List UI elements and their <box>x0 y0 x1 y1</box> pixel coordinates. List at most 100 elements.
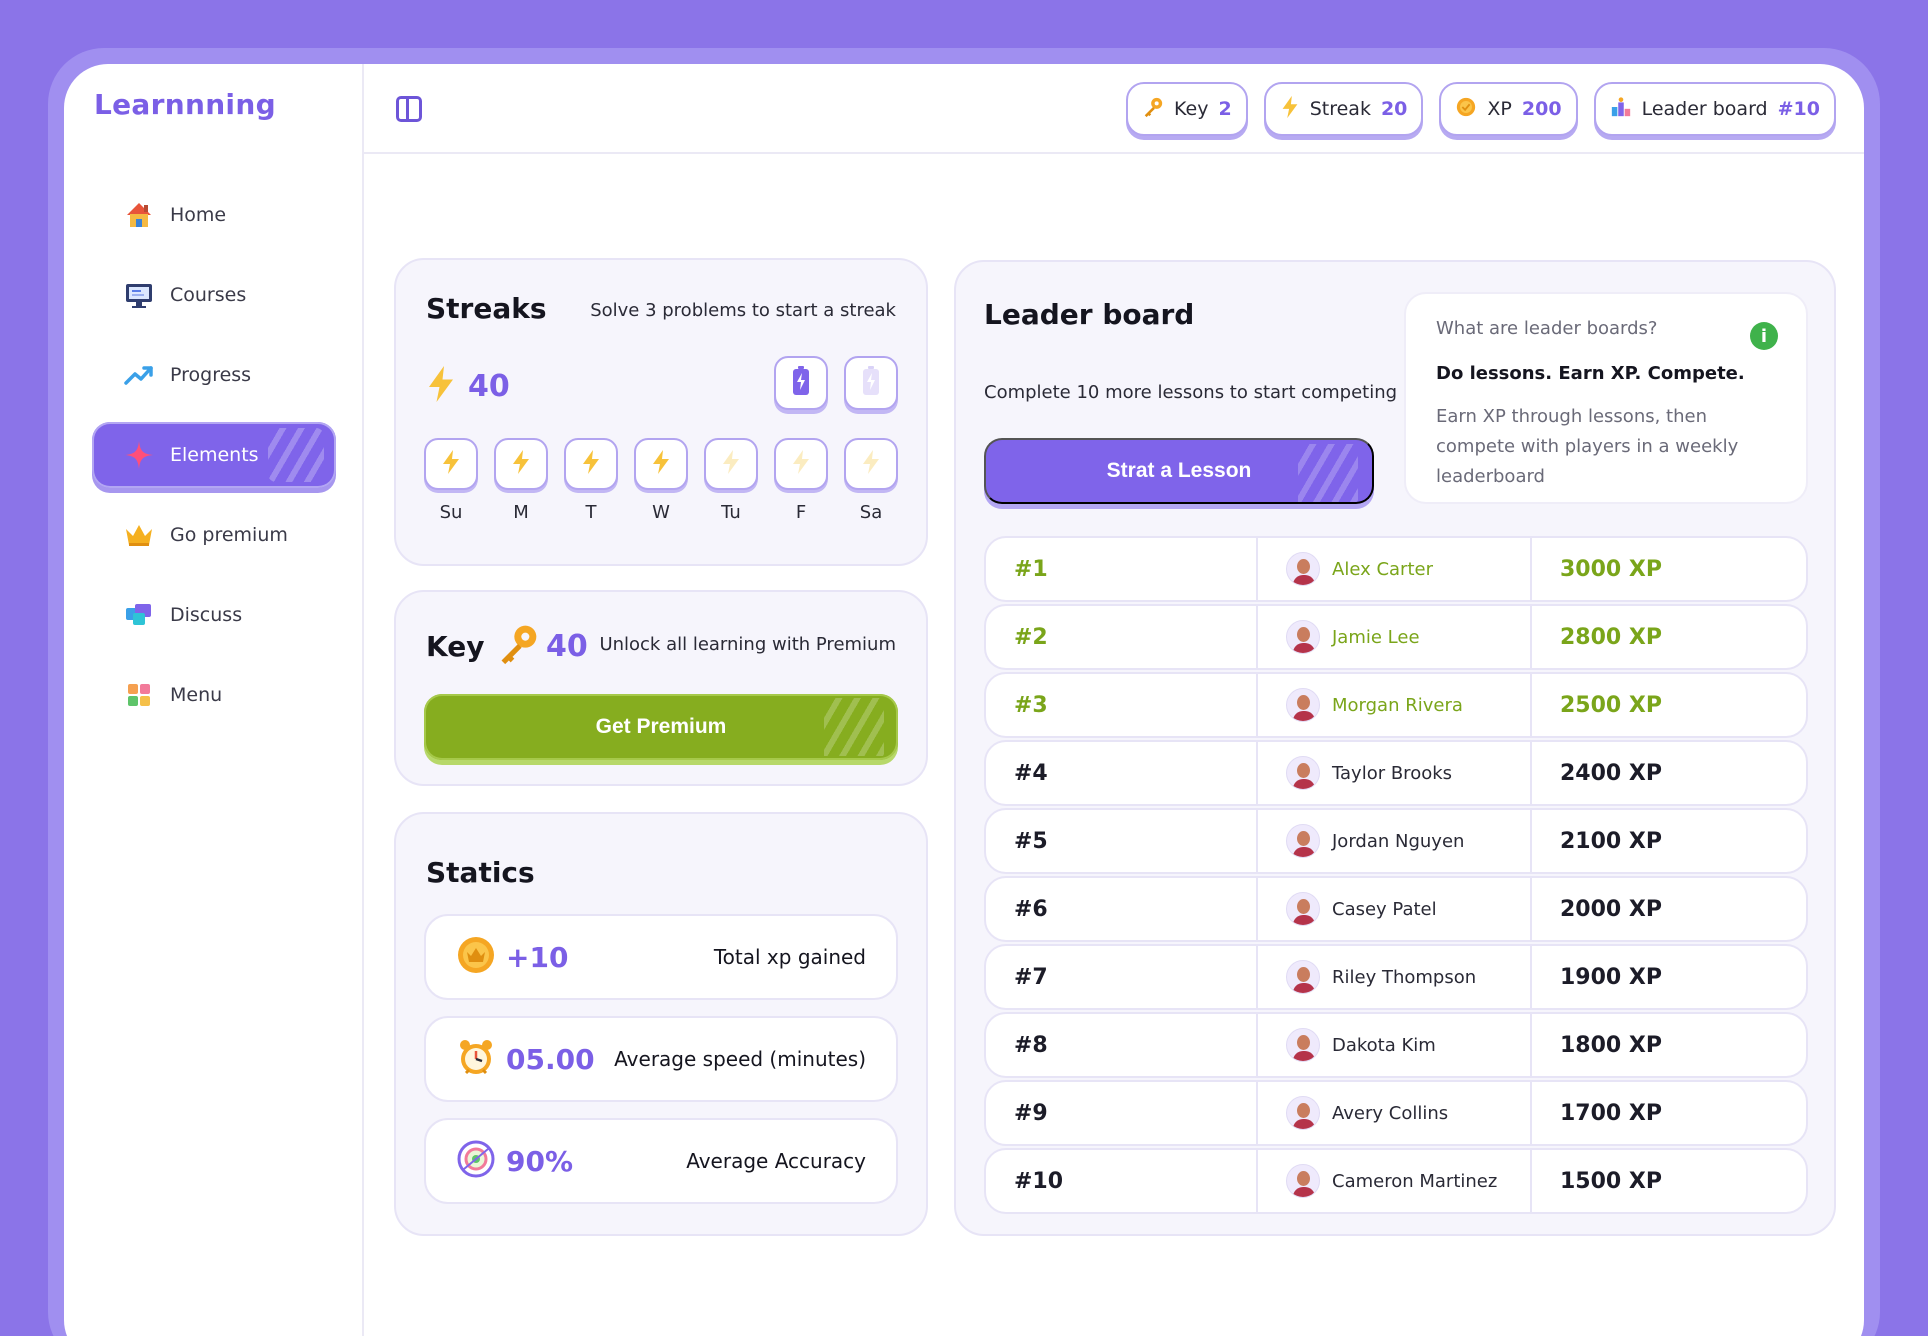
streaks-hint: Solve 3 problems to start a streak <box>590 300 896 321</box>
key-chip[interactable]: Key 2 <box>1126 82 1248 136</box>
xp-cell: 1500 XP <box>1560 1168 1662 1194</box>
xp-cell: 2400 XP <box>1560 760 1662 786</box>
table-row[interactable]: #2 Jamie Lee 2800 XP <box>984 604 1808 670</box>
battery-charged-button[interactable] <box>774 356 828 410</box>
lightning-faded-icon <box>721 448 741 480</box>
table-row[interactable]: #6 Casey Patel 2000 XP <box>984 876 1808 942</box>
rank-cell: #3 <box>986 674 1258 736</box>
sidebar-item-menu[interactable]: Menu <box>92 662 336 728</box>
sidebar-item-label: Home <box>170 204 227 226</box>
chip-value: #10 <box>1777 98 1820 120</box>
streak-day-box <box>634 438 688 490</box>
streak-day-tu[interactable]: Tu <box>704 438 758 523</box>
sidebar-item-label: Menu <box>170 684 223 706</box>
info-headline: Do lessons. Earn XP. Compete. <box>1436 363 1745 384</box>
sidebar: Learnnning Home Courses Progress <box>64 64 364 1336</box>
info-body: Earn XP through lessons, then compete wi… <box>1436 406 1739 487</box>
sidebar-item-courses[interactable]: Courses <box>92 262 336 328</box>
streak-day-f[interactable]: F <box>774 438 828 523</box>
avatar <box>1286 756 1320 790</box>
avatar <box>1286 688 1320 722</box>
key-card: Key 40 Unlock all learning with Premium … <box>394 590 928 786</box>
key-icon <box>496 622 540 670</box>
streak-day-w[interactable]: W <box>634 438 688 523</box>
leaderboard-card: Leader board Complete 10 more lessons to… <box>954 260 1836 1236</box>
monitor-icon <box>122 278 156 312</box>
sidebar-item-go-premium[interactable]: Go premium <box>92 502 336 568</box>
grid-icon <box>122 678 156 712</box>
stat-value: +10 <box>506 940 569 974</box>
key-title: Key <box>426 630 485 663</box>
player-name: Jordan Nguyen <box>1332 830 1465 852</box>
streak-day-t[interactable]: T <box>564 438 618 523</box>
sidebar-toggle-icon[interactable] <box>396 96 422 122</box>
player-name: Taylor Brooks <box>1332 762 1453 784</box>
sidebar-item-progress[interactable]: Progress <box>92 342 336 408</box>
crown-icon <box>122 518 156 552</box>
streak-count-value: 40 <box>468 368 510 404</box>
day-label: T <box>585 502 597 523</box>
info-icon[interactable]: i <box>1750 322 1778 350</box>
stat-label: Average speed (minutes) <box>614 1047 866 1071</box>
lightning-icon <box>426 364 456 408</box>
table-row[interactable]: #9 Avery Collins 1700 XP <box>984 1080 1808 1146</box>
table-row[interactable]: #4 Taylor Brooks 2400 XP <box>984 740 1808 806</box>
sidebar-item-discuss[interactable]: Discuss <box>92 582 336 648</box>
xp-cell: 2000 XP <box>1560 896 1662 922</box>
streak-day-box <box>774 438 828 490</box>
stat-row-average-accuracy: 90% Average Accuracy <box>424 1118 898 1204</box>
xp-cell: 1900 XP <box>1560 964 1662 990</box>
table-row[interactable]: #7 Riley Thompson 1900 XP <box>984 944 1808 1010</box>
sidebar-item-label: Go premium <box>170 524 288 546</box>
streak-day-sa[interactable]: Sa <box>844 438 898 523</box>
player-name: Dakota Kim <box>1332 1034 1436 1056</box>
streaks-card: Streaks Solve 3 problems to start a stre… <box>394 258 928 566</box>
brand-logo[interactable]: Learnnning <box>94 88 276 121</box>
coin-icon <box>1455 96 1477 123</box>
start-lesson-button[interactable]: Strat a Lesson <box>984 438 1374 504</box>
chip-value: 20 <box>1380 98 1408 120</box>
xp-cell: 1700 XP <box>1560 1100 1662 1126</box>
chip-value: 200 <box>1521 98 1562 120</box>
rank-cell: #8 <box>986 1014 1258 1076</box>
xp-chip[interactable]: XP 200 <box>1439 82 1578 136</box>
streak-chip[interactable]: Streak 20 <box>1263 82 1424 136</box>
streak-day-su[interactable]: Su <box>424 438 478 523</box>
sidebar-item-elements[interactable]: Elements <box>92 422 336 488</box>
table-row[interactable]: #10 Cameron Martinez 1500 XP <box>984 1148 1808 1214</box>
day-label: M <box>513 502 529 523</box>
battery-empty-button[interactable] <box>844 356 898 410</box>
stat-label: Average Accuracy <box>686 1149 866 1173</box>
key-hint: Unlock all learning with Premium <box>599 634 896 655</box>
xp-cell: 2500 XP <box>1560 692 1662 718</box>
player-cell: Cameron Martinez <box>1258 1150 1532 1212</box>
table-row[interactable]: #3 Morgan Rivera 2500 XP <box>984 672 1808 738</box>
get-premium-button[interactable]: Get Premium <box>424 694 898 760</box>
lightning-faded-icon <box>861 448 881 480</box>
top-bar: Key 2 Streak 20 XP 200 <box>364 64 1864 154</box>
battery-charged-icon <box>792 366 810 400</box>
leaderboard-subtitle: Complete 10 more lessons to start compet… <box>984 382 1398 403</box>
lightning-icon <box>581 448 601 480</box>
table-row[interactable]: #8 Dakota Kim 1800 XP <box>984 1012 1808 1078</box>
sparkle-icon <box>122 438 156 472</box>
leaderboard-chip[interactable]: Leader board #10 <box>1593 82 1836 136</box>
streaks-title: Streaks <box>426 292 547 325</box>
key-count-value: 40 <box>546 628 588 664</box>
chip-label: Leader board <box>1641 98 1768 120</box>
info-question: What are leader boards? <box>1436 318 1658 339</box>
rank-cell: #5 <box>986 810 1258 872</box>
leaderboard-table: #1 Alex Carter 3000 XP #2 Jamie Lee 2800… <box>984 536 1808 1216</box>
streak-days: Su M T W Tu F <box>424 438 898 523</box>
statics-card: Statics +10 Total xp gained 05.00 Averag… <box>394 812 928 1236</box>
player-cell: Riley Thompson <box>1258 946 1532 1008</box>
sidebar-item-home[interactable]: Home <box>92 182 336 248</box>
table-row[interactable]: #5 Jordan Nguyen 2100 XP <box>984 808 1808 874</box>
rank-cell: #10 <box>986 1150 1258 1212</box>
streak-day-m[interactable]: M <box>494 438 548 523</box>
house-icon <box>122 198 156 232</box>
xp-cell: 3000 XP <box>1560 556 1662 582</box>
table-row[interactable]: #1 Alex Carter 3000 XP <box>984 536 1808 602</box>
battery-empty-icon <box>862 366 880 400</box>
avatar <box>1286 960 1320 994</box>
